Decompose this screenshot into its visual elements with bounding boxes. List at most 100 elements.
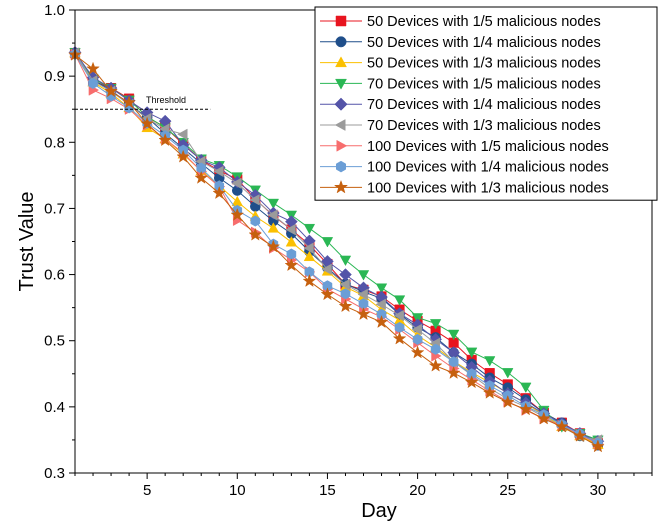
legend-label: 70 Devices with 1/3 malicious nodes — [367, 118, 601, 134]
data-point — [356, 307, 371, 321]
data-point — [466, 368, 477, 380]
y-tick-label: 0.6 — [44, 267, 65, 284]
legend: 50 Devices with 1/5 malicious nodes 50 De… — [314, 6, 658, 201]
data-point — [88, 77, 98, 89]
data-point — [464, 375, 479, 389]
data-point — [339, 278, 350, 291]
data-point — [248, 227, 263, 241]
data-point — [376, 308, 387, 320]
x-tick-label: 25 — [499, 482, 516, 499]
data-point — [573, 428, 587, 442]
data-point — [393, 295, 406, 306]
data-point — [591, 439, 605, 453]
y-tick-label: 0.8 — [44, 134, 65, 151]
data-point — [303, 223, 316, 235]
data-point — [412, 333, 423, 345]
legend-label: 70 Devices with 1/4 malicious nodes — [367, 97, 601, 113]
legend-label: 50 Devices with 1/4 malicious nodes — [367, 35, 601, 51]
legend-marker — [336, 139, 348, 152]
legend-item: 100 Devices with 1/5 malicious nodes — [320, 139, 609, 155]
legend-label: 70 Devices with 1/5 malicious nodes — [367, 76, 601, 92]
legend-marker — [335, 15, 347, 27]
series-line — [74, 54, 599, 447]
y-axis: 0.3 0.4 0.5 0.6 0.7 0.8 0.9 1.0 — [44, 2, 75, 482]
data-point — [284, 258, 299, 272]
data-point — [303, 250, 316, 262]
data-point — [194, 170, 209, 184]
data-point — [484, 380, 495, 392]
data-point — [465, 347, 478, 358]
y-tick-label: 0.7 — [44, 200, 65, 217]
data-point — [158, 133, 173, 147]
data-point — [430, 343, 441, 355]
data-point — [536, 411, 551, 425]
legend-item: 70 Devices with 1/3 malicious nodes — [320, 118, 601, 134]
data-point — [394, 321, 405, 334]
data-point — [357, 270, 370, 281]
legend-item: 100 Devices with 1/4 malicious nodes — [320, 160, 609, 176]
y-tick-label: 0.3 — [44, 465, 65, 482]
data-point — [212, 185, 227, 200]
y-tick-label: 1.0 — [44, 2, 65, 19]
data-point — [86, 61, 100, 75]
data-point — [518, 402, 533, 416]
data-point — [267, 222, 280, 233]
x-tick-label: 20 — [409, 482, 426, 499]
x-tick-label: 5 — [143, 482, 151, 499]
data-point — [340, 288, 351, 300]
data-point — [286, 248, 297, 260]
legend-label: 100 Devices with 1/4 malicious nodes — [367, 160, 609, 176]
data-point — [448, 356, 459, 368]
data-point — [266, 239, 281, 253]
x-axis: 5 10 15 20 25 30 — [74, 473, 653, 499]
legend-marker — [333, 179, 349, 194]
x-tick-label: 30 — [590, 482, 607, 499]
data-point — [267, 198, 280, 210]
data-point — [285, 236, 298, 247]
data-point — [249, 194, 260, 206]
data-point — [375, 283, 388, 294]
legend-marker — [335, 36, 347, 48]
y-tick-label: 0.4 — [44, 399, 65, 416]
legend-label: 100 Devices with 1/5 malicious nodes — [367, 139, 609, 155]
data-point — [502, 368, 514, 379]
data-point — [554, 419, 569, 433]
data-point — [322, 280, 333, 292]
data-point — [393, 309, 404, 322]
y-axis-label: Trust Value — [16, 191, 38, 291]
legend-label: 100 Devices with 1/3 malicious nodes — [367, 180, 609, 196]
legend-item: 70 Devices with 1/5 malicious nodes — [320, 76, 601, 92]
data-point — [250, 215, 261, 227]
data-point — [321, 263, 332, 275]
data-point — [375, 298, 386, 311]
data-point — [447, 329, 460, 341]
data-point — [230, 207, 245, 221]
series-group — [68, 45, 605, 453]
legend-item: 50 Devices with 1/5 malicious nodes — [320, 14, 601, 30]
legend-marker — [334, 119, 346, 131]
data-point — [446, 365, 461, 379]
data-point — [213, 165, 224, 178]
data-point — [358, 298, 369, 310]
data-point — [410, 345, 425, 359]
legend-item: 50 Devices with 1/3 malicious nodes — [320, 56, 601, 72]
data-point — [500, 395, 515, 409]
threshold-label: Threshold — [146, 95, 186, 105]
data-point — [338, 299, 353, 313]
data-point — [231, 177, 242, 189]
y-tick-label: 0.5 — [44, 333, 65, 350]
data-point — [484, 356, 496, 367]
data-point — [357, 288, 368, 301]
legend-marker — [335, 160, 347, 173]
data-point — [428, 358, 443, 372]
data-point — [411, 313, 424, 324]
data-point — [482, 385, 497, 399]
data-point — [411, 323, 422, 336]
data-point — [196, 162, 207, 174]
series — [68, 47, 605, 453]
data-point — [285, 223, 296, 236]
data-point — [302, 273, 317, 288]
data-point — [374, 314, 389, 329]
x-tick-label: 15 — [319, 482, 336, 499]
